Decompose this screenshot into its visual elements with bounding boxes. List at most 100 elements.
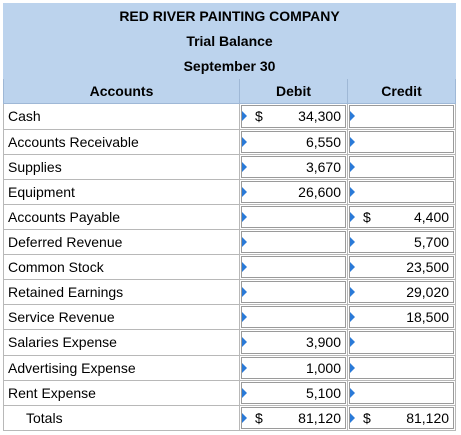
credit-value: 29,020 (406, 284, 450, 301)
debit-cell (239, 228, 348, 256)
debit-value: 3,900 (305, 334, 341, 351)
input-marker-icon (350, 211, 355, 222)
debit-cell (239, 254, 348, 281)
credit-input[interactable] (349, 130, 455, 153)
account-name: Deferred Revenue (3, 228, 240, 256)
credit-total-input[interactable]: $81,120 (349, 406, 455, 429)
table-row: Service Revenue 18,500 (3, 304, 457, 331)
debit-input[interactable] (241, 306, 346, 329)
debit-value: 6,550 (305, 133, 341, 150)
credit-cell: 29,020 (346, 279, 457, 306)
credit-input[interactable]: 23,500 (349, 256, 455, 279)
input-marker-icon (242, 387, 247, 398)
debit-input[interactable] (241, 256, 346, 279)
account-name: Accounts Payable (3, 203, 240, 230)
table-row: Common Stock 23,500 (3, 254, 457, 281)
input-marker-icon (242, 136, 247, 147)
debit-cell: 3,900 (239, 329, 348, 356)
debit-cell: 26,600 (239, 178, 348, 205)
input-marker-icon (350, 186, 355, 197)
credit-input[interactable] (349, 331, 455, 354)
input-marker-icon (350, 362, 355, 373)
debit-cell: 1,000 (239, 354, 348, 381)
column-header-accounts: Accounts (3, 78, 240, 105)
input-marker-icon (350, 412, 355, 423)
account-name: Cash (3, 103, 240, 130)
account-name: Service Revenue (3, 304, 240, 331)
debit-input[interactable] (241, 230, 346, 254)
input-marker-icon (350, 161, 355, 172)
table-row: Supplies 3,670 (3, 153, 457, 180)
credit-input[interactable] (349, 105, 455, 128)
credit-cell (346, 178, 457, 205)
account-name: Salaries Expense (3, 329, 240, 356)
input-marker-icon (242, 262, 247, 273)
input-marker-icon (242, 111, 247, 122)
input-marker-icon (242, 287, 247, 298)
debit-input[interactable]: 1,000 (241, 356, 346, 379)
debit-input[interactable]: 26,600 (241, 180, 346, 203)
credit-value: 18,500 (406, 309, 450, 326)
credit-cell: $4,400 (346, 203, 457, 230)
currency-symbol: $ (363, 208, 371, 225)
debit-total-value: 81,120 (298, 409, 341, 426)
input-marker-icon (350, 136, 355, 147)
input-marker-icon (242, 161, 247, 172)
credit-input[interactable] (349, 356, 455, 379)
credit-cell: 23,500 (346, 254, 457, 281)
debit-cell: $34,300 (239, 103, 348, 130)
debit-cell: 5,100 (239, 379, 348, 406)
debit-input[interactable]: 3,670 (241, 155, 346, 178)
table-row: Deferred Revenue 5,700 (3, 228, 457, 256)
credit-value: 5,700 (413, 234, 450, 251)
debit-input[interactable]: $34,300 (241, 105, 346, 128)
debit-input[interactable] (241, 205, 346, 228)
report-title: Trial Balance (2, 28, 457, 55)
account-name: Rent Expense (3, 379, 240, 406)
input-marker-icon (350, 337, 355, 348)
debit-cell (239, 279, 348, 306)
credit-input[interactable]: 5,700 (349, 230, 455, 254)
input-marker-icon (242, 362, 247, 373)
table-row: Advertising Expense 1,000 (3, 354, 457, 381)
debit-input[interactable] (241, 281, 346, 304)
credit-cell (346, 329, 457, 356)
credit-cell: 18,500 (346, 304, 457, 331)
debit-value: 3,670 (305, 158, 341, 175)
input-marker-icon (242, 236, 247, 247)
table-row: Accounts Payable $4,400 (3, 203, 457, 230)
debit-total-cell: $81,120 (239, 404, 348, 432)
table-row: Cash $34,300 (3, 103, 457, 130)
totals-label: Totals (3, 404, 240, 432)
totals-row: Totals $81,120 $81,120 (3, 404, 457, 432)
report-date: September 30 (2, 53, 457, 80)
credit-total-value: 81,120 (406, 409, 450, 426)
debit-total-input[interactable]: $81,120 (241, 406, 346, 429)
credit-total-cell: $81,120 (346, 404, 457, 432)
credit-input[interactable]: $4,400 (349, 205, 455, 228)
input-marker-icon (350, 262, 355, 273)
debit-value: 5,100 (305, 384, 341, 401)
debit-value: 1,000 (305, 359, 341, 376)
credit-cell (346, 354, 457, 381)
debit-cell: 6,550 (239, 128, 348, 155)
debit-input[interactable]: 3,900 (241, 331, 346, 354)
column-header-debit: Debit (239, 78, 348, 105)
credit-input[interactable] (349, 381, 455, 404)
credit-input[interactable]: 29,020 (349, 281, 455, 304)
account-name: Supplies (3, 153, 240, 180)
debit-cell (239, 304, 348, 331)
debit-cell (239, 203, 348, 230)
credit-cell (346, 379, 457, 406)
debit-input[interactable]: 6,550 (241, 130, 346, 153)
credit-input[interactable] (349, 155, 455, 178)
account-name: Equipment (3, 178, 240, 205)
column-header-credit: Credit (346, 78, 457, 105)
credit-input[interactable] (349, 180, 455, 203)
currency-symbol: $ (255, 409, 263, 426)
credit-input[interactable]: 18,500 (349, 306, 455, 329)
debit-input[interactable]: 5,100 (241, 381, 346, 404)
currency-symbol: $ (255, 108, 263, 125)
debit-cell: 3,670 (239, 153, 348, 180)
credit-cell: 5,700 (346, 228, 457, 256)
